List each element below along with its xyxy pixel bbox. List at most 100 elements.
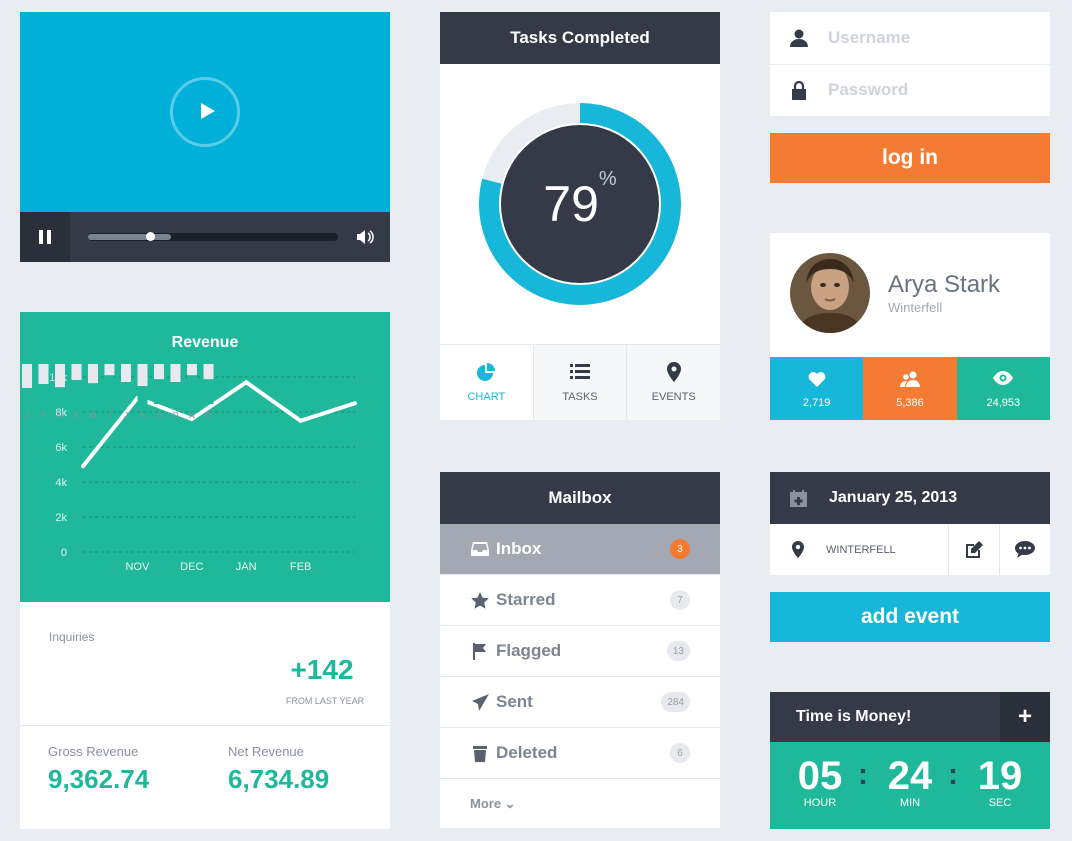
username-input[interactable] <box>828 28 1028 48</box>
tab-events[interactable]: EVENTS <box>626 345 720 420</box>
revenue-data-point <box>189 417 194 421</box>
gross-revenue-label: Gross Revenue <box>48 744 139 759</box>
revenue-chart-panel: Revenue 02k4k6k8k10kNOVDECJANFEB <box>20 312 390 602</box>
inquiry-bar-bg <box>55 364 65 404</box>
stat-likes[interactable]: 2,719 <box>770 357 864 420</box>
more-link[interactable]: More ⌄ <box>470 796 516 811</box>
tasks-percent: 79% <box>500 168 660 233</box>
timer-separator: : <box>858 758 868 791</box>
progress-handle[interactable] <box>145 232 155 241</box>
inquiries-change: +142 <box>290 654 354 685</box>
minutes-value: 24 <box>887 754 933 798</box>
timer-add-button[interactable]: + <box>1000 692 1050 742</box>
login-button[interactable]: log in <box>770 133 1050 183</box>
month-label: F <box>41 411 46 420</box>
count-badge: 284 <box>661 692 690 712</box>
progress-fill <box>88 234 171 240</box>
stat-value: 24,953 <box>986 397 1021 409</box>
count-badge: 3 <box>670 539 690 559</box>
x-tick-label: DEC <box>180 561 203 573</box>
month-label: J <box>124 411 128 420</box>
x-tick-label: FEB <box>290 561 311 573</box>
inquiry-bar <box>38 384 49 404</box>
month-label: M <box>57 411 64 420</box>
avatar[interactable] <box>790 253 870 333</box>
mailbox-item-flagged[interactable]: Flagged 13 <box>440 626 720 677</box>
play-icon[interactable] <box>170 77 240 147</box>
mailbox-item-deleted[interactable]: Deleted 6 <box>440 728 720 779</box>
list-icon <box>570 364 590 379</box>
timer-title: Time is Money! <box>796 708 912 725</box>
inquiry-bar <box>137 386 148 404</box>
inquiry-bar <box>170 382 181 404</box>
inquiry-bar <box>71 380 82 404</box>
send-icon <box>471 693 489 711</box>
calendar-icon[interactable] <box>790 489 807 507</box>
revenue-data-point <box>81 464 85 469</box>
timer-hours: 05 HOUR <box>785 754 855 809</box>
net-revenue-label: Net Revenue <box>228 744 304 759</box>
username-row <box>770 12 1050 64</box>
hours-value: 05 <box>797 754 843 798</box>
x-tick-label: NOV <box>125 561 150 573</box>
tasks-tabs: CHART TASKS EVENTS <box>440 344 720 420</box>
month-label: S <box>156 411 161 420</box>
divider <box>20 725 390 726</box>
timer-separator: : <box>948 758 958 791</box>
inquiry-bar-bg <box>22 364 32 404</box>
edit-button[interactable] <box>948 524 999 575</box>
count-badge: 6 <box>670 743 690 763</box>
tab-chart[interactable]: CHART <box>440 345 533 420</box>
tab-tasks[interactable]: TASKS <box>532 345 627 420</box>
stat-views[interactable]: 24,953 <box>956 357 1050 420</box>
video-screen[interactable] <box>20 12 390 212</box>
x-tick-label: JAN <box>236 561 257 573</box>
inquiries-label: Inquiries <box>49 630 95 644</box>
pie-chart-icon <box>477 363 496 381</box>
revenue-data-point <box>298 418 303 423</box>
edit-icon <box>966 540 983 558</box>
y-tick-label: 0 <box>61 547 67 559</box>
mailbox-item-label: Inbox <box>496 539 542 558</box>
month-label: M <box>90 411 97 420</box>
avatar-image <box>790 253 870 333</box>
mailbox-item-label: Deleted <box>496 743 558 762</box>
month-label: O <box>172 411 178 420</box>
heart-icon <box>808 372 826 387</box>
month-label: J <box>108 411 112 420</box>
count-badge: 13 <box>666 641 690 661</box>
mailbox-item-label: Starred <box>496 590 556 609</box>
percent-sign: % <box>598 168 617 191</box>
revenue-series-line <box>81 379 356 468</box>
tab-events-label: EVENTS <box>651 391 696 403</box>
lock-icon <box>792 80 806 100</box>
flag-icon <box>473 642 486 660</box>
users-icon <box>899 371 920 387</box>
video-controls <box>20 212 390 262</box>
mailbox-item-starred[interactable]: Starred 7 <box>440 575 720 626</box>
y-tick-label: 2k <box>55 512 67 524</box>
event-card: January 25, 2013 WINTERFELL <box>770 472 1050 575</box>
inquiry-bar <box>154 379 164 404</box>
comment-button[interactable] <box>999 524 1050 575</box>
add-event-button[interactable]: add event <box>770 592 1050 642</box>
password-input[interactable] <box>828 80 1028 100</box>
timer-minutes: 24 MIN <box>875 754 945 809</box>
pause-icon[interactable] <box>20 212 70 262</box>
mailbox-item-sent[interactable]: Sent 284 <box>440 677 720 728</box>
inbox-icon <box>471 542 489 556</box>
donut-center <box>501 125 659 283</box>
gross-revenue-value: 9,362.74 <box>48 764 150 794</box>
donut-progress <box>479 103 681 305</box>
volume-icon[interactable] <box>356 229 374 245</box>
net-revenue-value: 6,734.89 <box>228 764 330 794</box>
progress-track[interactable] <box>88 232 338 241</box>
mailbox-item-inbox[interactable]: Inbox 3 <box>440 524 720 575</box>
revenue-title: Revenue <box>171 334 239 351</box>
inquiry-bar <box>55 387 65 404</box>
video-player <box>20 12 390 262</box>
inquiry-bar <box>121 382 131 404</box>
stat-followers[interactable]: 5,386 <box>863 357 957 420</box>
map-pin-icon <box>792 541 804 558</box>
inquiries-sub: FROM LAST YEAR <box>285 696 365 706</box>
